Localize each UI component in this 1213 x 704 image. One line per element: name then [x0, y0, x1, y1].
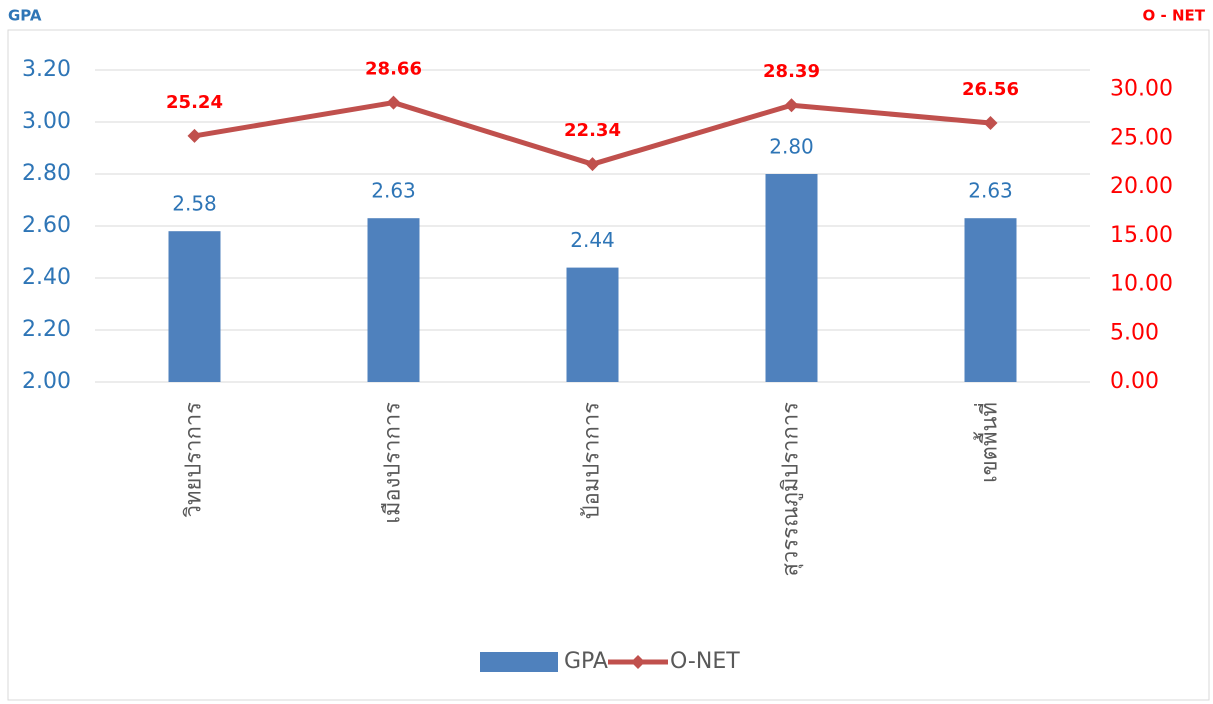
y-tick-label: 2.00 — [22, 369, 71, 394]
marker — [585, 157, 600, 172]
data-label: 2.44 — [570, 228, 615, 252]
data-label: 25.24 — [166, 92, 223, 113]
bar — [168, 231, 221, 382]
y-axis-title: GPA — [8, 7, 42, 25]
y2-tick-label: 10.00 — [1110, 272, 1173, 297]
legend-marker — [631, 655, 645, 669]
data-label: 28.66 — [365, 59, 422, 80]
data-label: 22.34 — [564, 120, 621, 141]
y2-axis-title: O - NET — [1143, 7, 1206, 25]
marker — [386, 95, 401, 110]
y2-tick-label: 0.00 — [1110, 369, 1159, 394]
data-label: 2.80 — [769, 135, 814, 159]
bar — [566, 267, 619, 382]
marker — [784, 98, 799, 113]
marker — [187, 128, 202, 143]
x-tick-label: วิทยปราการ — [182, 402, 207, 518]
y-tick-label: 2.60 — [22, 213, 71, 238]
data-label: 2.63 — [371, 179, 416, 203]
bar — [964, 218, 1017, 382]
x-tick-label: เมืองปราการ — [381, 402, 406, 524]
data-label: 28.39 — [763, 61, 820, 82]
x-tick-label: ป้อมปราการ — [580, 402, 605, 519]
data-label: 2.63 — [968, 179, 1013, 203]
bar — [765, 174, 818, 382]
legend-label: GPA — [564, 649, 608, 674]
y-tick-label: 2.40 — [22, 265, 71, 290]
y2-tick-label: 5.00 — [1110, 320, 1159, 345]
data-label: 26.56 — [962, 79, 1019, 100]
y-tick-label: 3.20 — [22, 57, 71, 82]
legend-swatch — [480, 652, 558, 672]
data-label: 2.58 — [172, 192, 217, 216]
bar — [367, 218, 420, 382]
y2-tick-label: 30.00 — [1110, 77, 1173, 102]
y2-tick-label: 20.00 — [1110, 174, 1173, 199]
y-tick-label: 2.20 — [22, 317, 71, 342]
y2-tick-label: 15.00 — [1110, 223, 1173, 248]
legend-label: O-NET — [670, 649, 740, 674]
x-tick-label: สุวรรณภูมิปราการ — [779, 402, 804, 577]
y-tick-label: 3.00 — [22, 109, 71, 134]
y2-tick-label: 25.00 — [1110, 125, 1173, 150]
y-tick-label: 2.80 — [22, 161, 71, 186]
marker — [983, 116, 998, 131]
x-tick-label: เขตพื้นที่ — [974, 402, 1003, 483]
